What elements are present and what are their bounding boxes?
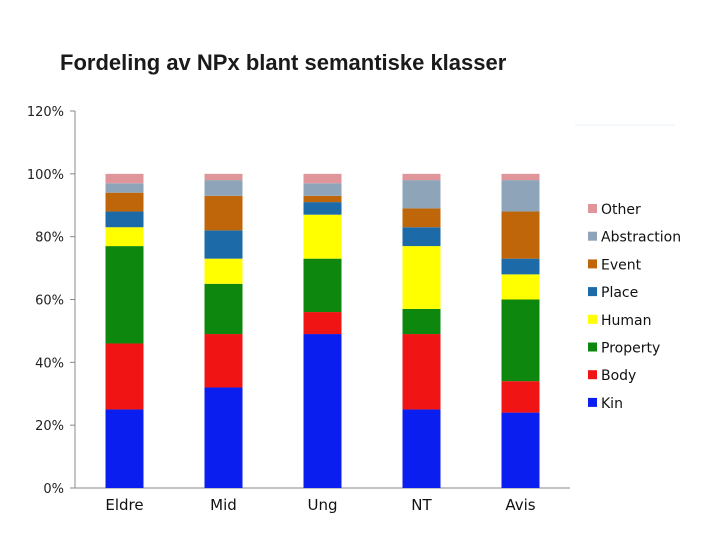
bar-segment-property-avis [501,299,540,382]
bar-segment-abstraction-eldre [105,183,144,193]
bar-segment-human-eldre [105,227,144,247]
bar-segment-abstraction-nt [402,180,441,209]
y-tick-label: 20% [35,419,64,434]
legend-swatch-kin [588,397,597,407]
x-category-label: Ung [307,496,337,514]
bar-segment-other-nt [402,173,441,181]
bar-segment-place-ung [303,202,342,215]
x-category-label: Mid [210,496,237,514]
bar-segment-property-ung [303,258,342,313]
x-category-label: NT [411,496,432,514]
bar-segment-other-eldre [105,173,144,184]
bar-segment-human-mid [204,258,243,284]
bar-segment-event-mid [204,195,243,231]
legend-label-abstraction: Abstraction [601,230,681,246]
bar-segment-other-ung [303,173,342,184]
bar-segment-human-nt [402,246,441,309]
bar-segment-property-mid [204,283,243,335]
x-category-label: Avis [505,496,535,514]
bar-segment-body-ung [303,312,342,335]
legend-label-other: Other [601,202,641,218]
bar-segment-kin-mid [204,387,243,488]
bar-segment-body-mid [204,334,243,388]
bar-segment-place-eldre [105,211,144,228]
y-tick-label: 60% [35,294,64,309]
x-category-label: Eldre [105,496,143,514]
bar-segment-kin-eldre [105,409,144,488]
legend-label-event: Event [601,257,642,273]
bar-segment-human-ung [303,214,342,259]
bar-segment-kin-avis [501,412,540,488]
bar-segment-abstraction-ung [303,183,342,196]
bar-segment-other-avis [501,173,540,181]
legend-swatch-event [588,259,597,269]
legend-label-property: Property [601,341,660,357]
y-tick-label: 0% [43,482,64,497]
bar-segment-place-mid [204,230,243,259]
chart-title: Fordeling av NPx blant semantiske klasse… [60,50,507,75]
legend-swatch-human [588,314,597,324]
bar-segment-event-nt [402,208,441,228]
legend-label-human: Human [601,313,652,329]
legend-swatch-body [588,370,597,380]
legend-swatch-property [588,342,597,352]
bar-segment-kin-nt [402,409,441,488]
bar-segment-abstraction-mid [204,180,243,196]
bar-segment-body-eldre [105,343,144,410]
legend-label-kin: Kin [601,396,623,412]
y-tick-label: 120% [27,105,64,120]
y-tick-label: 100% [27,168,64,183]
bar-segment-human-avis [501,274,540,300]
bar-segment-body-avis [501,381,540,413]
legend-label-place: Place [601,285,638,301]
bar-segment-event-eldre [105,192,144,212]
bar-segment-event-ung [303,195,342,203]
bar-segment-kin-ung [303,334,342,488]
bar-segment-abstraction-avis [501,180,540,212]
legend-swatch-other [588,204,597,213]
bar-segment-place-nt [402,227,441,247]
bar-segment-place-avis [501,258,540,275]
y-tick-label: 80% [35,231,64,246]
bar-segment-property-eldre [105,246,144,344]
legend-swatch-place [588,287,597,297]
y-tick-label: 40% [35,356,64,371]
bar-segment-body-nt [402,334,441,410]
legend-label-body: Body [601,368,636,384]
legend-swatch-abstraction [588,231,597,241]
bar-segment-event-avis [501,211,540,259]
bar-segment-other-mid [204,173,243,181]
bar-segment-property-nt [402,308,441,335]
